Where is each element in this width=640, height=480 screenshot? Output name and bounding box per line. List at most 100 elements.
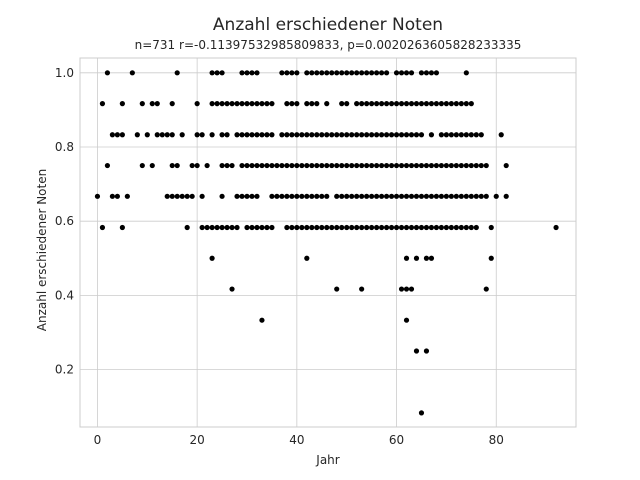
data-point: [284, 132, 290, 138]
data-point: [413, 224, 420, 231]
data-point: [428, 193, 435, 199]
data-point: [154, 132, 160, 138]
data-point: [458, 224, 464, 231]
data-point: [403, 317, 410, 323]
data-point: [438, 224, 445, 231]
data-point: [448, 224, 454, 231]
data-point: [378, 224, 385, 231]
data-point: [219, 132, 225, 138]
data-point: [423, 255, 430, 261]
data-point: [239, 70, 245, 76]
data-point: [319, 193, 325, 199]
chart-subtitle: n=731 r=-0.11397532985809833, p=0.002026…: [135, 38, 522, 52]
data-point: [413, 101, 420, 107]
data-point: [174, 162, 180, 169]
data-point: [299, 132, 305, 138]
data-point: [229, 224, 235, 231]
data-point: [334, 70, 340, 76]
data-point: [339, 162, 345, 169]
data-point: [398, 70, 405, 76]
data-point: [189, 193, 195, 199]
data-point: [264, 132, 270, 138]
data-point: [458, 193, 464, 199]
data-point: [388, 132, 395, 138]
data-point: [279, 162, 285, 169]
data-point: [553, 224, 559, 231]
data-point: [369, 101, 375, 107]
data-point: [254, 70, 260, 76]
data-point: [349, 162, 355, 169]
y-tick-label: 0.6: [55, 214, 74, 228]
data-point: [329, 224, 335, 231]
data-point: [468, 162, 474, 169]
data-point: [359, 132, 365, 138]
data-point: [398, 162, 405, 169]
data-point: [319, 70, 325, 76]
data-point: [219, 162, 225, 169]
data-point: [244, 162, 250, 169]
data-point: [463, 224, 469, 231]
data-point: [408, 70, 415, 76]
data-point: [254, 162, 260, 169]
data-point: [438, 162, 445, 169]
data-point: [314, 132, 320, 138]
data-point: [204, 162, 210, 169]
data-point: [443, 132, 449, 138]
data-point: [114, 193, 120, 199]
data-point: [393, 224, 400, 231]
data-point: [334, 286, 340, 292]
data-point: [339, 224, 345, 231]
data-point: [324, 101, 330, 107]
data-point: [94, 193, 101, 199]
data-point: [229, 162, 235, 169]
data-point: [299, 224, 305, 231]
data-point: [398, 132, 405, 138]
data-point: [408, 162, 415, 169]
data-point: [438, 193, 445, 199]
data-point: [169, 193, 175, 199]
data-point: [264, 101, 270, 107]
x-tick-label: 80: [489, 433, 504, 447]
data-point: [339, 132, 345, 138]
data-point: [418, 224, 425, 231]
x-tick-label: 20: [190, 433, 205, 447]
data-point: [388, 193, 395, 199]
data-point: [418, 101, 425, 107]
data-point: [413, 255, 420, 261]
data-point: [134, 132, 140, 138]
data-point: [109, 132, 116, 138]
data-point: [433, 101, 440, 107]
data-point: [378, 70, 385, 76]
y-tick-label: 0.4: [55, 288, 74, 302]
data-point: [219, 70, 225, 76]
data-point: [403, 193, 410, 199]
data-point: [349, 70, 355, 76]
data-point: [413, 348, 420, 354]
data-point: [129, 70, 135, 76]
data-point: [259, 132, 265, 138]
data-point: [234, 224, 240, 231]
data-point: [443, 193, 449, 199]
data-point: [483, 286, 489, 292]
data-point: [239, 193, 245, 199]
data-point: [284, 101, 290, 107]
data-point: [359, 286, 365, 292]
data-point: [329, 132, 335, 138]
data-point: [209, 224, 215, 231]
data-point: [374, 132, 380, 138]
data-point: [259, 317, 265, 323]
data-point: [274, 193, 280, 199]
data-point: [448, 101, 454, 107]
data-point: [378, 101, 385, 107]
y-axis-label: Anzahl erschiedener Noten: [35, 169, 49, 331]
data-point: [274, 162, 280, 169]
data-point: [314, 162, 320, 169]
data-point: [478, 162, 484, 169]
data-point: [453, 132, 459, 138]
data-point: [239, 132, 245, 138]
data-point: [334, 224, 340, 231]
data-point: [169, 101, 175, 107]
data-point: [259, 162, 265, 169]
data-point: [498, 132, 504, 138]
